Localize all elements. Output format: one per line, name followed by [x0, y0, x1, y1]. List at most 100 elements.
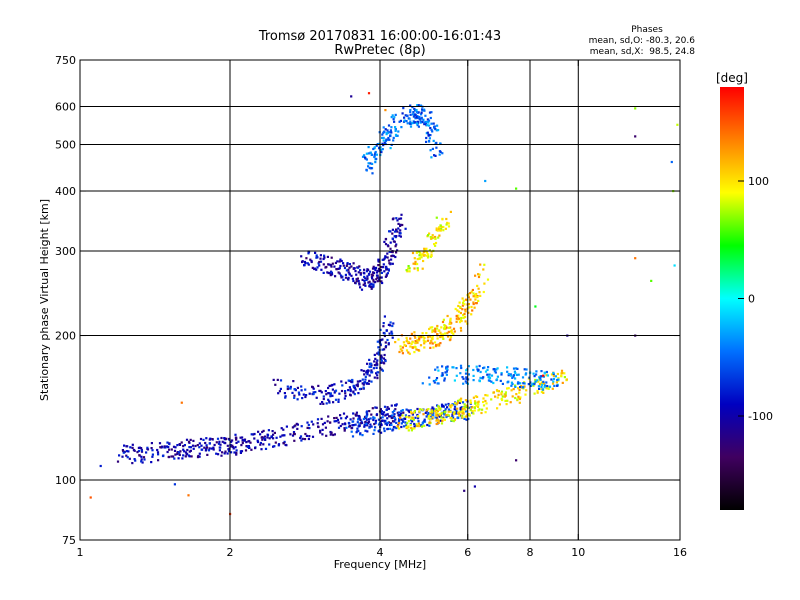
data-point: [431, 335, 434, 338]
data-point: [560, 374, 563, 377]
data-point: [538, 383, 542, 386]
data-point: [363, 373, 366, 376]
data-point: [510, 389, 513, 392]
data-point: [387, 323, 390, 326]
data-point: [385, 132, 388, 135]
data-point: [415, 251, 418, 254]
data-point: [305, 394, 308, 397]
data-point: [435, 129, 438, 132]
data-point: [450, 404, 454, 407]
data-point: [467, 373, 470, 376]
data-point: [300, 389, 303, 392]
data-point: [391, 336, 394, 339]
data-point: [447, 225, 451, 228]
data-point: [400, 425, 403, 429]
data-point: [380, 411, 383, 414]
data-point: [198, 442, 201, 445]
data-point: [199, 437, 203, 441]
data-point: [484, 411, 487, 414]
data-point: [293, 388, 296, 391]
data-point: [409, 110, 412, 113]
data-point: [417, 104, 420, 107]
data-point: [386, 406, 389, 409]
data-point: [347, 276, 350, 279]
data-point: [122, 451, 125, 454]
data-point: [479, 294, 482, 297]
data-point: [453, 411, 456, 414]
data-point: [396, 249, 399, 252]
data-point: [383, 353, 386, 357]
data-point: [364, 284, 367, 287]
data-point: [449, 317, 452, 320]
data-point: [540, 370, 543, 373]
data-point: [369, 285, 372, 288]
data-point: [192, 447, 195, 450]
data-point: [352, 384, 355, 387]
data-point: [413, 331, 416, 334]
data-point: [352, 279, 355, 283]
data-point: [370, 287, 373, 290]
data-point: [306, 262, 309, 265]
data-point: [321, 428, 324, 431]
data-point: [414, 117, 417, 120]
data-point: [374, 281, 377, 284]
data-point: [429, 116, 432, 120]
data-point: [514, 385, 517, 388]
data-point: [239, 436, 242, 439]
data-point: [351, 277, 354, 280]
data-point: [187, 494, 190, 497]
data-point: [200, 444, 203, 447]
data-point: [413, 351, 416, 354]
data-point: [331, 262, 334, 265]
data-point: [402, 411, 405, 414]
data-point: [232, 447, 235, 450]
data-point: [386, 413, 389, 416]
data-point: [506, 366, 509, 369]
data-point: [541, 388, 544, 391]
data-point: [365, 270, 368, 273]
data-point: [521, 376, 525, 379]
data-point: [453, 405, 457, 408]
data-point: [504, 391, 507, 394]
data-point: [483, 263, 486, 266]
data-point: [386, 272, 389, 275]
data-point: [371, 162, 374, 165]
data-point: [449, 338, 452, 341]
data-point: [284, 395, 287, 398]
data-point: [439, 419, 442, 422]
data-point: [432, 329, 435, 332]
data-point: [433, 381, 436, 384]
data-point: [462, 301, 465, 304]
data-point: [392, 136, 395, 139]
data-point: [174, 453, 177, 456]
data-point: [412, 111, 415, 114]
data-point: [383, 348, 386, 351]
data-point: [213, 443, 216, 447]
data-point: [436, 333, 439, 336]
data-point: [224, 450, 227, 453]
data-point: [414, 341, 417, 344]
data-point: [455, 410, 458, 413]
data-point: [529, 384, 532, 387]
data-point: [446, 335, 450, 338]
data-point: [131, 446, 134, 449]
data-point: [379, 357, 383, 360]
data-point: [230, 451, 233, 454]
data-point: [136, 451, 139, 454]
data-point: [433, 341, 437, 344]
data-point: [512, 374, 515, 377]
data-point: [395, 235, 398, 238]
data-point: [511, 376, 514, 379]
data-point: [374, 426, 377, 429]
data-point: [381, 266, 384, 269]
data-point: [521, 386, 524, 389]
data-point: [485, 402, 488, 405]
chart-title: Tromsø 20170831 16:00:00-16:01:43: [258, 29, 501, 44]
data-point: [388, 332, 391, 335]
data-point: [439, 142, 442, 145]
x-tick-label: 10: [571, 546, 585, 559]
data-point: [482, 400, 485, 404]
data-point: [356, 385, 359, 388]
data-point: [374, 406, 377, 409]
data-point: [368, 358, 371, 361]
